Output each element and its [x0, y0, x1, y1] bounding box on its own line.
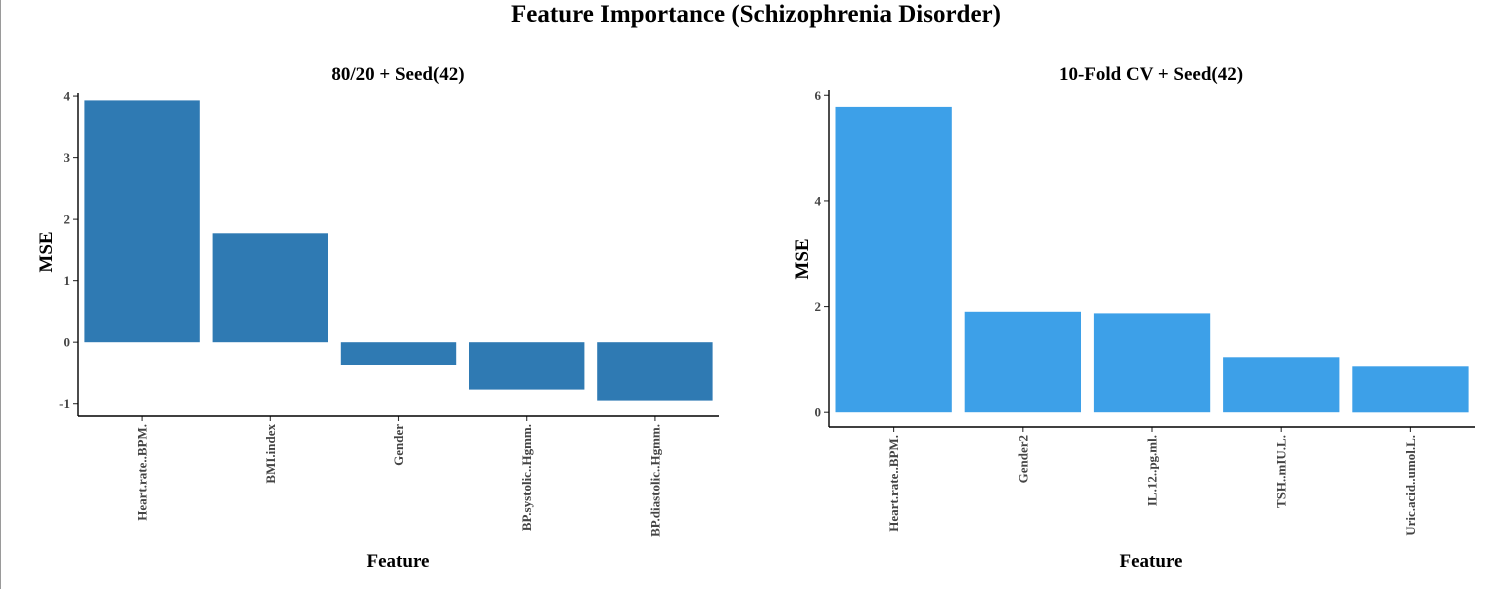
y-tick-label: 3	[64, 150, 71, 165]
bar-uric-acid-umol-l	[1352, 366, 1469, 413]
panel-1-x-axis-title: Feature	[367, 551, 430, 572]
x-tick-label: BP.systolic..Hgmm.	[519, 424, 534, 531]
y-tick-label: 2	[815, 299, 822, 314]
x-tick-label: Gender	[391, 424, 406, 466]
bar-bmi-index	[212, 233, 328, 343]
y-tick-label: 6	[815, 88, 822, 103]
x-tick-label: BP.diastolic..Hgmm.	[647, 424, 662, 537]
panel-2-title: 10-Fold CV + Seed(42)	[1059, 64, 1243, 85]
bar-heart-rate-bpm	[84, 100, 200, 343]
x-tick-label: IL.12..pg.ml.	[1145, 435, 1160, 506]
y-tick-label: 4	[64, 89, 71, 104]
panel-2-bars	[835, 106, 1469, 413]
bar-bp-systolic-hgmm	[469, 342, 585, 390]
panel-1-y-axis-title: MSE	[36, 231, 57, 272]
left-border	[0, 0, 1, 589]
panel-1-y-ticks: -1 0 1 2 3 4	[59, 89, 78, 411]
panel-2-y-ticks: 0 2 4 6	[815, 88, 829, 420]
bar-tsh-miu-l	[1223, 357, 1340, 413]
panel-2-x-axis-title: Feature	[1120, 551, 1183, 572]
x-tick-label: Gender2	[1015, 435, 1030, 483]
y-tick-label: 0	[815, 405, 822, 420]
panel-1-x-ticks: Heart.rate..BPM. BMI.index Gender BP.systol…	[135, 416, 662, 537]
x-tick-label: Heart.rate..BPM.	[886, 435, 901, 532]
panel-2-x-ticks: Heart.rate..BPM. Gender2 IL.12..pg.ml. TSH.…	[886, 427, 1418, 536]
chart-panel-2: 10-Fold CV + Seed(42) MSE Feature 0 2 4 6 H…	[792, 64, 1475, 572]
y-tick-label: -1	[59, 396, 70, 411]
x-tick-label: Uric.acid..umol.L.	[1403, 435, 1418, 536]
chart-panel-1: 80/20 + Seed(42) MSE Feature -1 0 1 2 3 4 Hea…	[36, 64, 719, 572]
panel-2-y-axis-title: MSE	[792, 238, 813, 279]
bar-heart-rate-bpm	[835, 106, 952, 413]
panel-1-title: 80/20 + Seed(42)	[331, 64, 464, 85]
y-tick-label: 0	[64, 335, 71, 350]
x-tick-label: Heart.rate..BPM.	[135, 424, 150, 521]
x-tick-label: TSH..mIU.L.	[1274, 435, 1289, 508]
bar-gender2	[964, 311, 1081, 413]
figure-title: Feature Importance (Schizophrenia Disord…	[511, 1, 1001, 28]
y-tick-label: 1	[64, 273, 71, 288]
bar-il-12-pg-ml	[1093, 313, 1211, 413]
y-tick-label: 2	[64, 212, 71, 227]
bar-gender	[340, 342, 457, 365]
x-tick-label: BMI.index	[263, 424, 278, 484]
panel-1-bars	[84, 100, 713, 401]
bar-bp-diastolic-hgmm	[597, 342, 713, 401]
y-tick-label: 4	[815, 193, 822, 208]
